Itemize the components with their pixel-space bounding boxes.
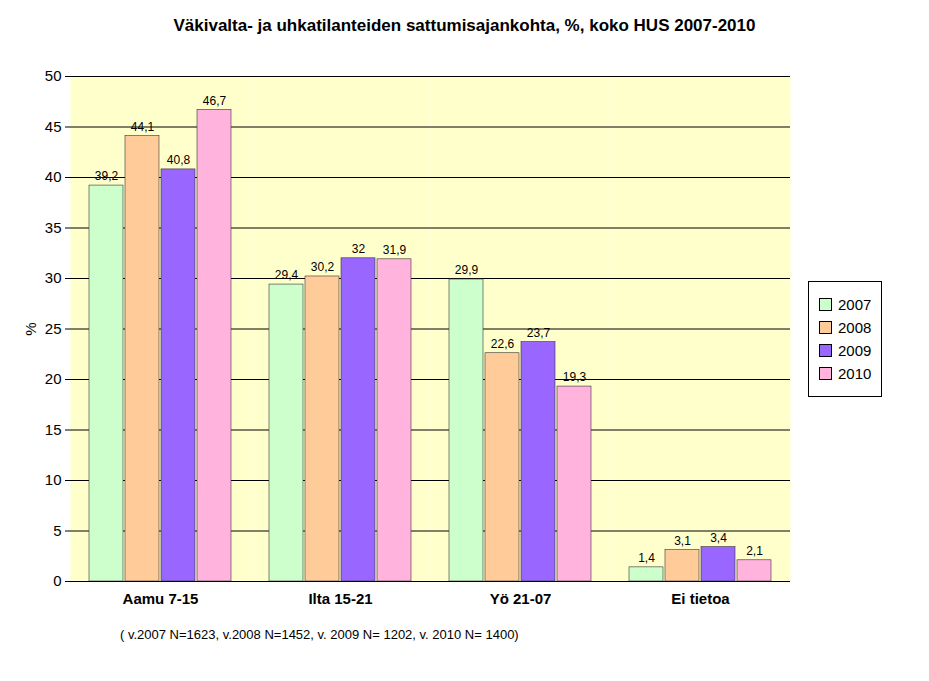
svg-text:5: 5 [53,522,61,539]
svg-text:44,1: 44,1 [131,120,155,134]
svg-text:45: 45 [45,118,62,135]
svg-text:Ilta 15-21: Ilta 15-21 [308,590,372,607]
svg-text:50: 50 [45,67,62,84]
html-text:2008: 2008 [838,318,872,336]
svg-text:35: 35 [45,219,62,236]
svg-text:23,7: 23,7 [527,326,551,340]
html-text:2007: 2007 [838,295,872,313]
svg-text:%: % [22,322,39,335]
html-text:2009: 2009 [838,341,872,359]
svg-text:29,4: 29,4 [275,268,299,282]
svg-text:10: 10 [45,471,62,488]
svg-text:20: 20 [45,370,62,387]
svg-text:40,8: 40,8 [167,153,191,167]
svg-text:19,3: 19,3 [563,370,587,384]
svg-text:Yö 21-07: Yö 21-07 [490,590,552,607]
svg-text:2,1: 2,1 [746,544,763,558]
svg-text:31,9: 31,9 [383,243,407,257]
svg-text:22,6: 22,6 [491,337,515,351]
svg-text:Ei tietoa: Ei tietoa [671,590,730,607]
svg-text:46,7: 46,7 [203,94,227,108]
html-text:( v.2007 N=1623, v.2008 N=1452: ( v.2007 N=1623, v.2008 N=1452, v. 2009 … [120,627,519,642]
svg-text:3,4: 3,4 [710,531,727,545]
html-text:Väkivalta- ja uhkatilanteiden: Väkivalta- ja uhkatilanteiden sattumisaj… [173,16,756,35]
svg-text:15: 15 [45,421,62,438]
svg-text:Aamu 7-15: Aamu 7-15 [123,590,199,607]
svg-text:29,9: 29,9 [455,263,479,277]
svg-text:39,2: 39,2 [95,169,119,183]
svg-text:1,4: 1,4 [638,551,655,565]
svg-text:25: 25 [45,320,62,337]
html-text:2010: 2010 [838,364,872,382]
svg-text:0: 0 [53,572,61,589]
svg-text:30,2: 30,2 [311,260,335,274]
svg-text:32: 32 [352,242,366,256]
svg-text:40: 40 [45,168,62,185]
svg-text:30: 30 [45,269,62,286]
svg-text:3,1: 3,1 [674,534,691,548]
